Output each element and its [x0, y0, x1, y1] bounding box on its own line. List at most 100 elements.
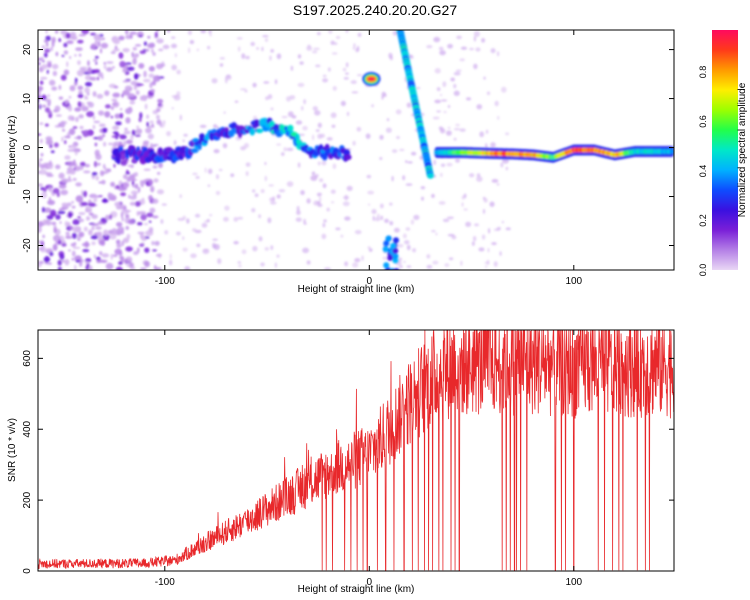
noise-speckle [90, 223, 99, 227]
noise-speckle [95, 61, 98, 65]
noise-speckle [494, 100, 499, 107]
noise-speckle [152, 249, 157, 252]
noise-speckle [51, 86, 58, 91]
noise-speckle [133, 85, 137, 91]
colorbar-tick-label: 0.6 [698, 115, 708, 128]
noise-speckle [264, 38, 269, 42]
noise-speckle [334, 42, 338, 46]
noise-speckle [61, 243, 67, 247]
noise-speckle [155, 253, 163, 257]
noise-speckle [39, 169, 47, 175]
colorbar-tick-label: 0.8 [698, 66, 708, 79]
noise-speckle [99, 170, 105, 177]
noise-speckle [143, 78, 151, 83]
noise-speckle [112, 254, 118, 257]
noise-speckle [93, 69, 101, 74]
noise-speckle [74, 246, 81, 249]
noise-speckle [435, 232, 438, 236]
noise-speckle [74, 54, 77, 57]
noise-speckle [426, 264, 433, 269]
noise-speckle [114, 248, 122, 255]
noise-speckle [335, 36, 341, 40]
noise-speckle [357, 74, 363, 77]
noise-speckle [60, 74, 67, 81]
noise-speckle [102, 229, 110, 236]
noise-speckle [152, 75, 161, 82]
noise-speckle [379, 134, 384, 140]
spectrogram-y-tick-label: -20 [22, 238, 33, 253]
noise-speckle [45, 136, 53, 141]
noise-speckle [127, 93, 135, 98]
noise-speckle [194, 213, 201, 218]
noise-speckle [187, 47, 191, 54]
noise-speckle [66, 222, 71, 226]
noise-speckle [153, 143, 159, 147]
noise-speckle [119, 60, 126, 68]
noise-speckle [143, 70, 147, 78]
noise-speckle [357, 32, 362, 37]
noise-speckle [125, 139, 133, 145]
noise-speckle [146, 121, 150, 128]
noise-speckle [372, 215, 375, 221]
noise-speckle [133, 73, 139, 80]
spectrogram-y-tick-label: 20 [22, 44, 33, 56]
noise-speckle [46, 69, 49, 74]
noise-speckle [57, 266, 62, 270]
noise-speckle [367, 246, 371, 249]
spectrogram-x-label: Height of straight line (km) [298, 284, 415, 295]
noise-speckle [151, 240, 155, 246]
snr-panel: -100 0 100 0 200 400 600 Height of straight li… [7, 329, 675, 595]
noise-speckle [121, 217, 124, 222]
noise-speckle [89, 76, 97, 81]
noise-speckle [265, 96, 269, 101]
noise-speckle [71, 257, 74, 261]
colorbar-gradient [712, 30, 738, 270]
noise-speckle [436, 87, 441, 92]
noise-speckle [59, 221, 62, 224]
noise-speckle [478, 247, 485, 252]
noise-speckle [171, 107, 174, 110]
noise-speckle [405, 227, 411, 231]
noise-speckle [245, 162, 251, 167]
noise-speckle [346, 185, 353, 192]
noise-speckle [83, 170, 91, 174]
noise-speckle [115, 266, 123, 270]
noise-speckle [129, 195, 137, 200]
noise-speckle [129, 100, 136, 105]
noise-speckle [77, 39, 84, 44]
noise-speckle [331, 124, 336, 128]
noise-speckle [95, 256, 101, 261]
noise-speckle [119, 108, 123, 111]
noise-speckle [68, 96, 72, 99]
noise-speckle [126, 176, 129, 181]
noise-speckle [39, 158, 43, 161]
noise-speckle [39, 122, 44, 126]
noise-speckle [148, 66, 155, 72]
noise-speckle [472, 235, 477, 242]
noise-speckle [236, 37, 243, 40]
noise-speckle [217, 258, 222, 265]
noise-speckle [354, 230, 362, 235]
noise-speckle [58, 207, 67, 211]
noise-speckle [63, 42, 68, 48]
noise-speckle [129, 31, 137, 35]
noise-speckle [250, 41, 255, 47]
noise-speckle [142, 95, 147, 102]
noise-speckle [241, 249, 247, 255]
noise-speckle [395, 109, 402, 115]
noise-speckle [170, 43, 178, 49]
noise-speckle [505, 227, 511, 231]
noise-speckle [87, 60, 90, 67]
noise-speckle [491, 179, 499, 183]
noise-speckle [261, 46, 264, 52]
noise-speckle [131, 51, 135, 58]
noise-speckle [276, 194, 281, 199]
noise-speckle [97, 195, 103, 198]
noise-speckle [499, 251, 502, 256]
noise-speckle [144, 48, 150, 52]
blob-mark [392, 237, 399, 244]
noise-speckle [57, 210, 66, 215]
noise-speckle [56, 192, 60, 198]
noise-speckle [252, 189, 256, 193]
